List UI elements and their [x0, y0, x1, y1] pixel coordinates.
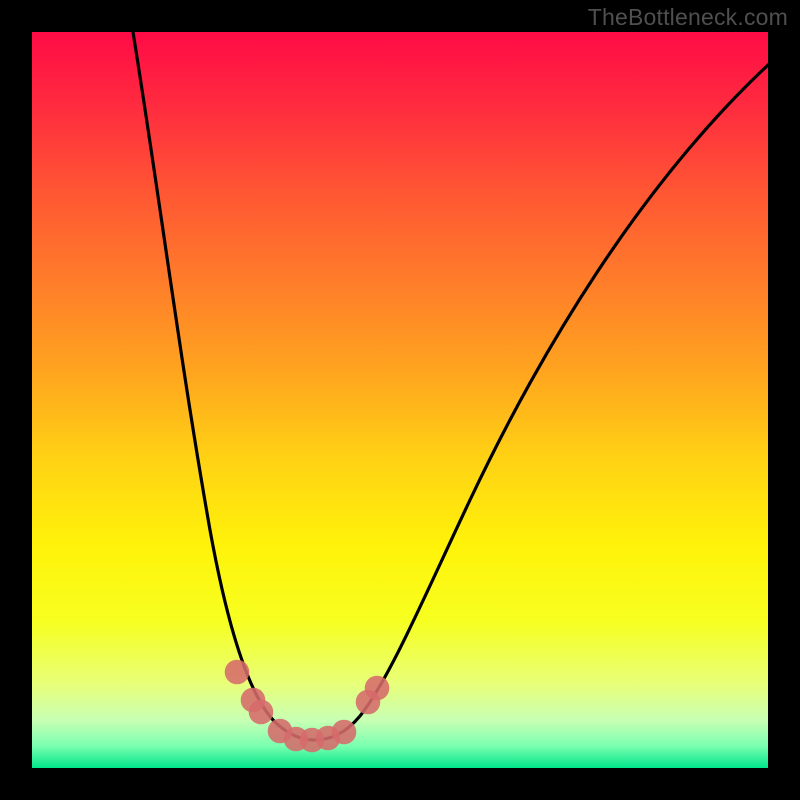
chart-svg	[0, 0, 800, 800]
marker-point	[225, 660, 250, 685]
marker-point	[365, 676, 390, 701]
marker-point	[332, 720, 357, 745]
chart-canvas: TheBottleneck.com	[0, 0, 800, 800]
chart-background-gradient	[32, 32, 768, 768]
marker-point	[249, 700, 274, 725]
watermark-text: TheBottleneck.com	[588, 4, 788, 31]
